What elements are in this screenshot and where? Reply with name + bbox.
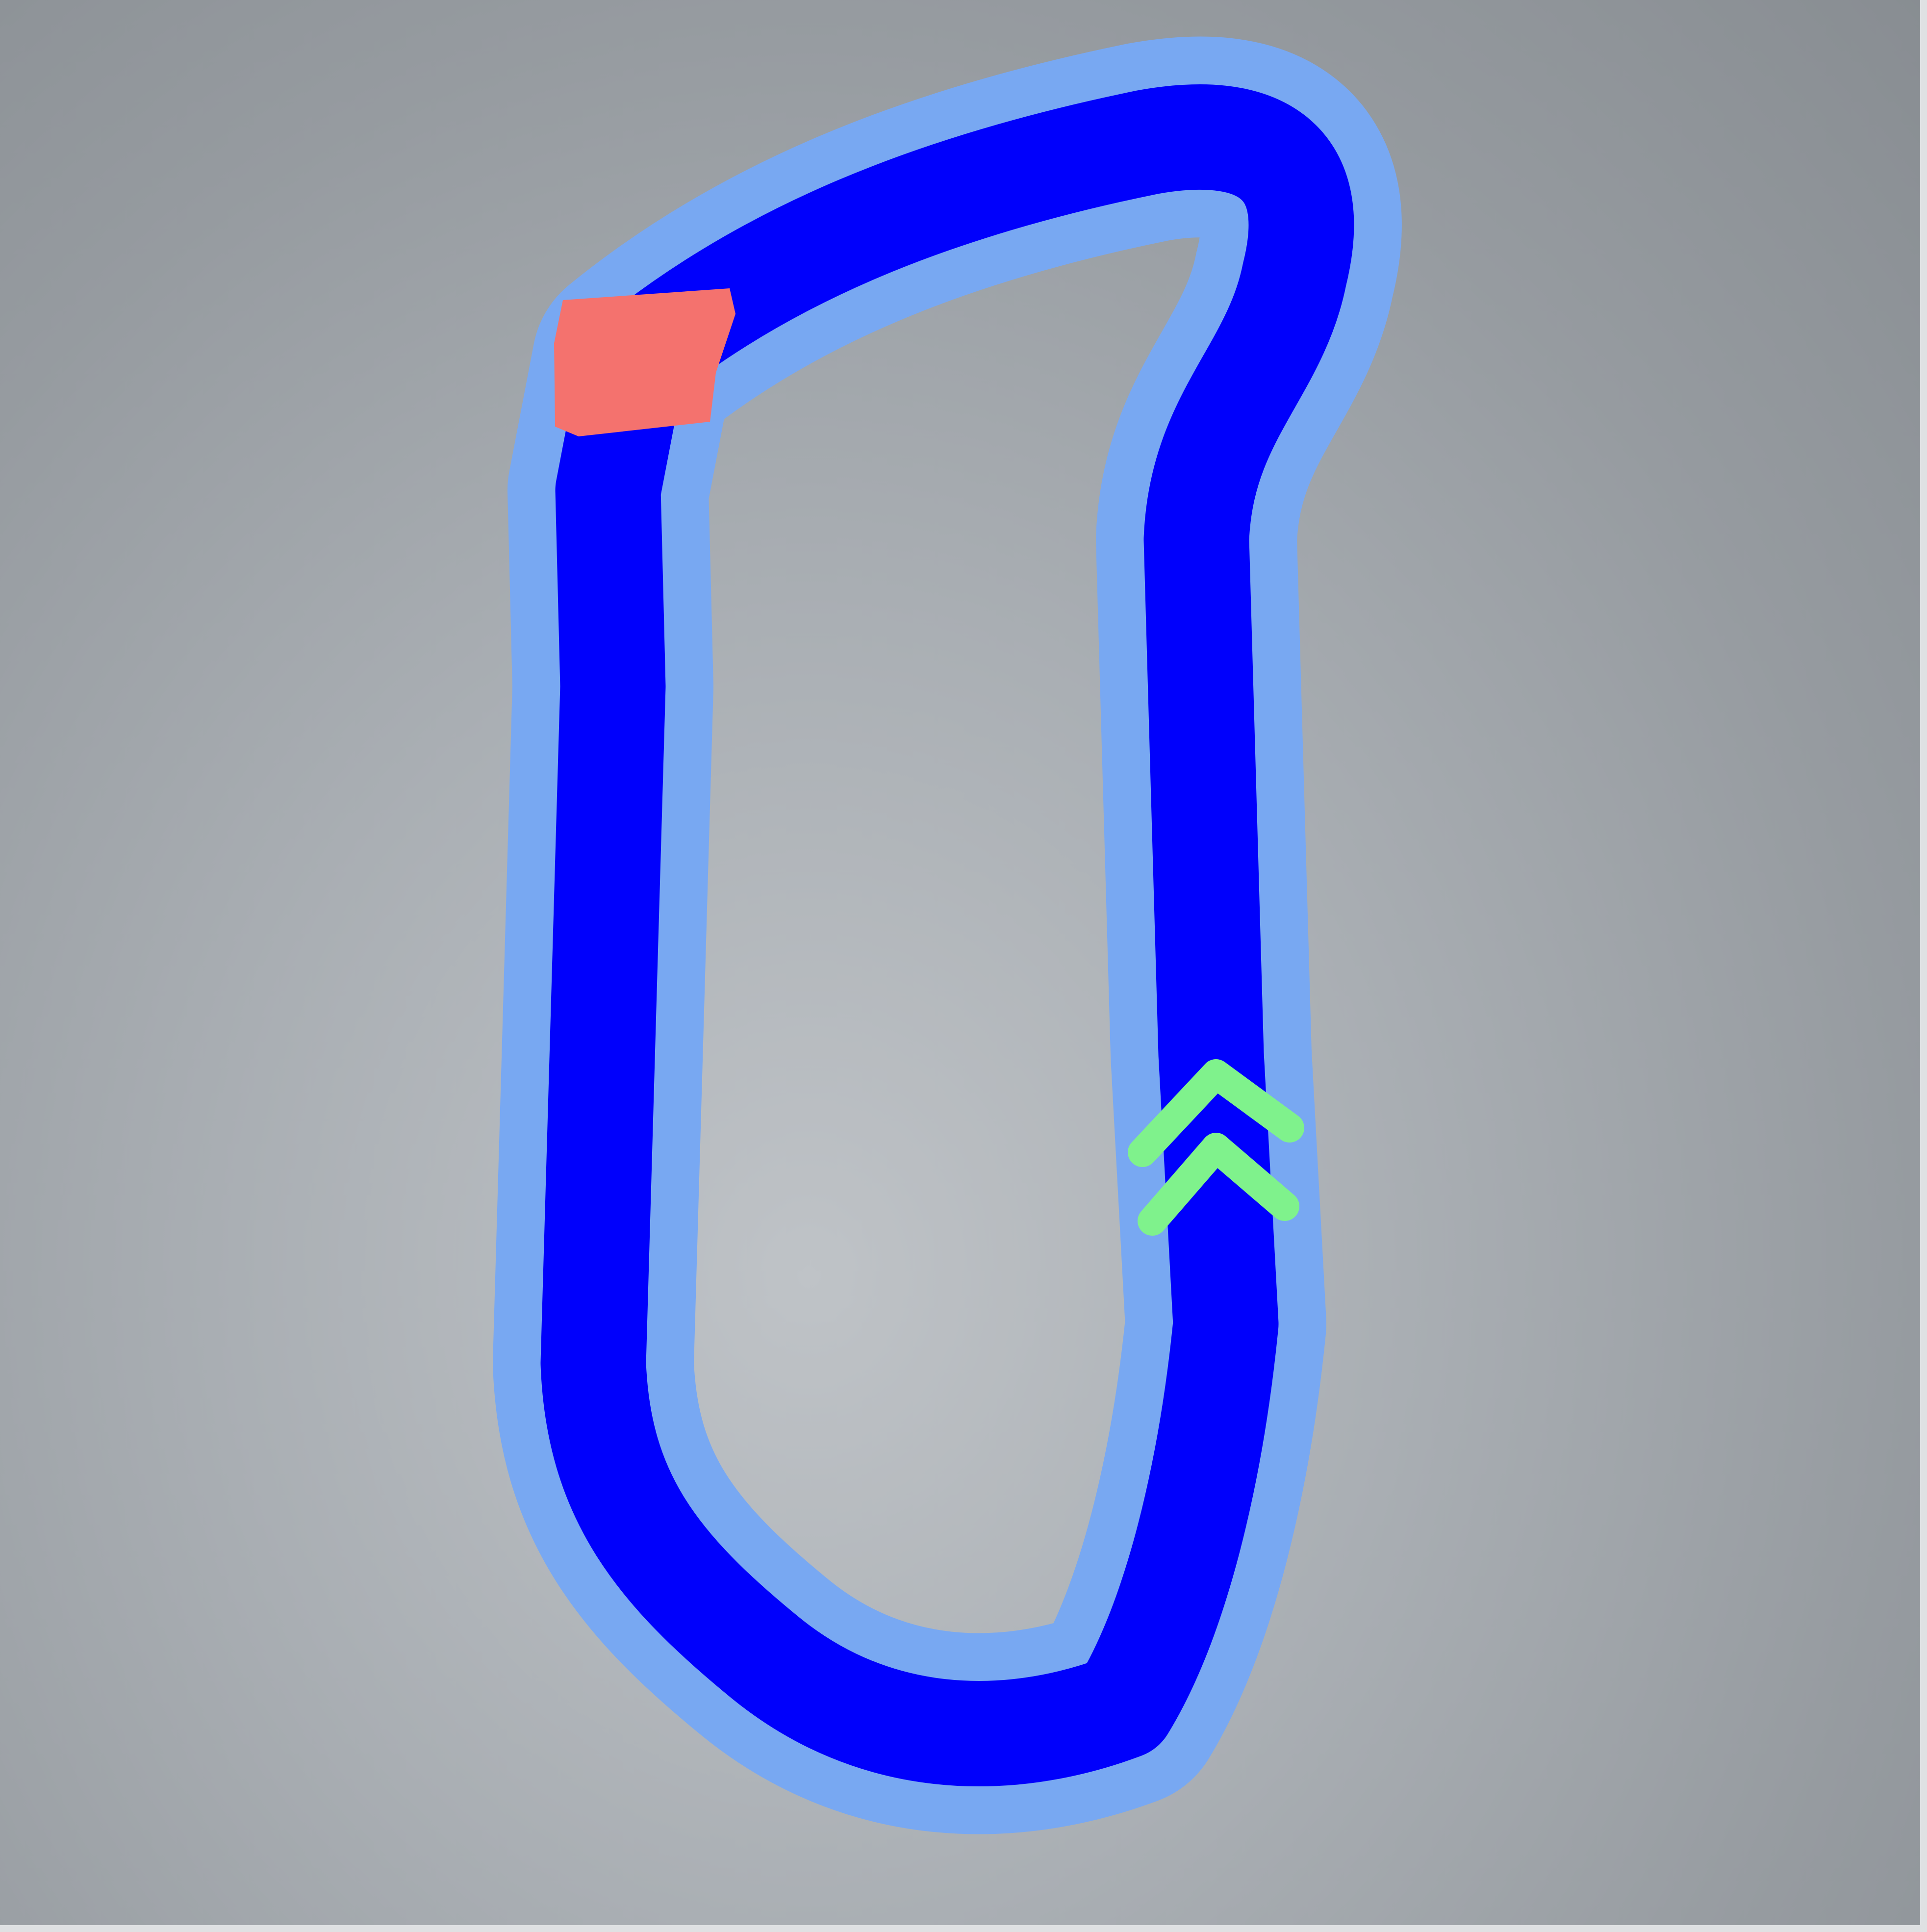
direction-arrow-icon [1128,1059,1304,1236]
canvas-border-right [1920,0,1927,1932]
track-road [540,84,1354,1786]
canvas-border-bottom [0,1925,1927,1932]
start-finish-marker [554,288,735,436]
